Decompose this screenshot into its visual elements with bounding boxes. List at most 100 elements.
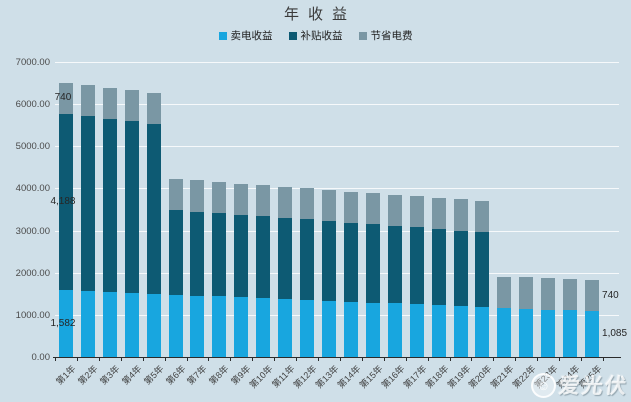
data-label: 740 (54, 92, 72, 104)
bar-segment-y14-s2 (343, 191, 358, 223)
x-axis-tick (603, 358, 604, 361)
x-axis-tick (208, 358, 210, 361)
bar-segment-y2-s0 (80, 291, 95, 357)
x-axis-tick (142, 358, 144, 361)
bar-segment-y12-s1 (300, 219, 315, 300)
legend-label: 卖电收益 (230, 30, 273, 42)
x-axis-tick (405, 358, 407, 361)
x-axis-line (53, 356, 621, 358)
x-axis-tick (296, 358, 298, 361)
bar-segment-y16-s2 (387, 194, 402, 226)
bar-segment-y24-s2 (563, 279, 578, 311)
data-label: 740 (602, 289, 619, 301)
bar-segment-y11-s0 (278, 299, 293, 357)
bar-segment-y8-s1 (212, 213, 227, 297)
x-axis-tick (318, 358, 320, 361)
watermark: ☺ 爱光伏 (531, 370, 629, 400)
chart-title: 年收益 (283, 6, 356, 23)
x-axis-tick (76, 358, 78, 361)
x-axis-tick (339, 358, 341, 361)
bar-segment-y19-s2 (453, 199, 468, 231)
data-label: 1,085 (602, 328, 628, 340)
bar-segment-y17-s2 (409, 196, 424, 228)
bar-segment-y23-s0 (541, 309, 556, 357)
x-axis-tick (164, 358, 166, 361)
bar-segment-y13-s1 (322, 221, 336, 301)
y-axis-tick-label: 2000.00 (15, 267, 50, 279)
y-axis-tick-label: 7000.00 (15, 57, 50, 68)
x-axis-tick (383, 358, 385, 361)
x-axis-tick (471, 358, 473, 361)
y-axis-tick-label: 4000.00 (15, 183, 50, 195)
bar-segment-y2-s1 (80, 116, 95, 292)
bar-segment-y3-s0 (102, 292, 117, 357)
gridline (55, 104, 619, 106)
bar-segment-y5-s1 (146, 123, 161, 294)
bar-segment-y18-s0 (431, 305, 446, 357)
bar-segment-y18-s2 (431, 197, 446, 230)
x-axis-tick (449, 358, 451, 361)
bar-segment-y18-s1 (431, 229, 446, 306)
bar-segment-y10-s0 (256, 298, 271, 357)
bar-segment-y4-s2 (124, 90, 139, 122)
legend-item-1: 补贴收益 (288, 28, 343, 43)
legend-label: 节省电费 (370, 30, 413, 42)
bar-segment-y20-s2 (475, 201, 490, 233)
bar-segment-y9-s2 (234, 183, 249, 215)
bar-segment-y17-s0 (409, 304, 424, 357)
bar-segment-y13-s2 (322, 189, 336, 222)
bar-segment-y11-s2 (278, 186, 293, 218)
bar-segment-y16-s0 (387, 303, 402, 357)
bar-segment-y8-s0 (212, 296, 227, 357)
bar-segment-y3-s1 (102, 118, 117, 293)
gridline (55, 272, 619, 274)
legend-swatch-icon (288, 31, 297, 40)
x-axis-tick (230, 358, 232, 361)
bar-segment-y14-s1 (343, 222, 358, 302)
y-axis-tick-label: 0.00 (31, 352, 51, 363)
data-label: 1,582 (50, 317, 76, 329)
gridline (55, 230, 619, 232)
chart-legend: 卖电收益 补贴收益 节省电费 (0, 28, 631, 43)
bar-segment-y7-s1 (190, 211, 205, 296)
x-axis-tick (55, 358, 56, 361)
bar-segment-y19-s1 (453, 230, 468, 307)
x-axis-tick (361, 358, 363, 361)
x-axis-tick (98, 358, 100, 361)
bar-segment-y6-s2 (168, 178, 183, 210)
bar-segment-y5-s0 (146, 293, 161, 357)
bar-segment-y4-s0 (124, 292, 139, 357)
bar-segment-y19-s0 (453, 306, 468, 357)
bar-segment-y2-s2 (80, 85, 95, 117)
gridline (55, 62, 619, 63)
bar-segment-y5-s2 (146, 92, 161, 124)
y-axis-tick-label: 6000.00 (15, 99, 50, 111)
bar-segment-y3-s2 (102, 87, 117, 119)
x-axis-tick (493, 358, 495, 361)
bar-segment-y1-s0 (58, 290, 73, 357)
bar-segment-y9-s1 (234, 214, 249, 298)
bar-segment-y25-s0 (585, 311, 600, 357)
bar-segment-y13-s0 (322, 300, 336, 357)
bar-segment-y12-s2 (300, 188, 315, 220)
y-axis-tick-label: 5000.00 (15, 141, 50, 153)
bar-segment-y7-s0 (190, 295, 205, 357)
bar-segment-y9-s0 (234, 297, 249, 357)
bar-segment-y6-s0 (168, 294, 183, 357)
x-axis-tick (252, 358, 254, 361)
bar-segment-y22-s0 (519, 308, 534, 357)
legend-swatch-icon (358, 31, 367, 40)
x-axis-tick (274, 358, 276, 361)
bar-segment-y24-s0 (563, 310, 578, 357)
gridline (55, 188, 619, 190)
x-axis-tick (515, 358, 517, 361)
legend-item-2: 节省电费 (358, 28, 413, 43)
x-axis-tick (559, 358, 561, 361)
bar-segment-y10-s1 (256, 216, 271, 299)
x-axis-tick (186, 358, 188, 361)
bar-segment-y7-s2 (190, 180, 205, 212)
bar-segment-y22-s2 (519, 277, 534, 309)
bar-segment-y21-s0 (497, 307, 512, 357)
legend-swatch-icon (218, 31, 227, 40)
